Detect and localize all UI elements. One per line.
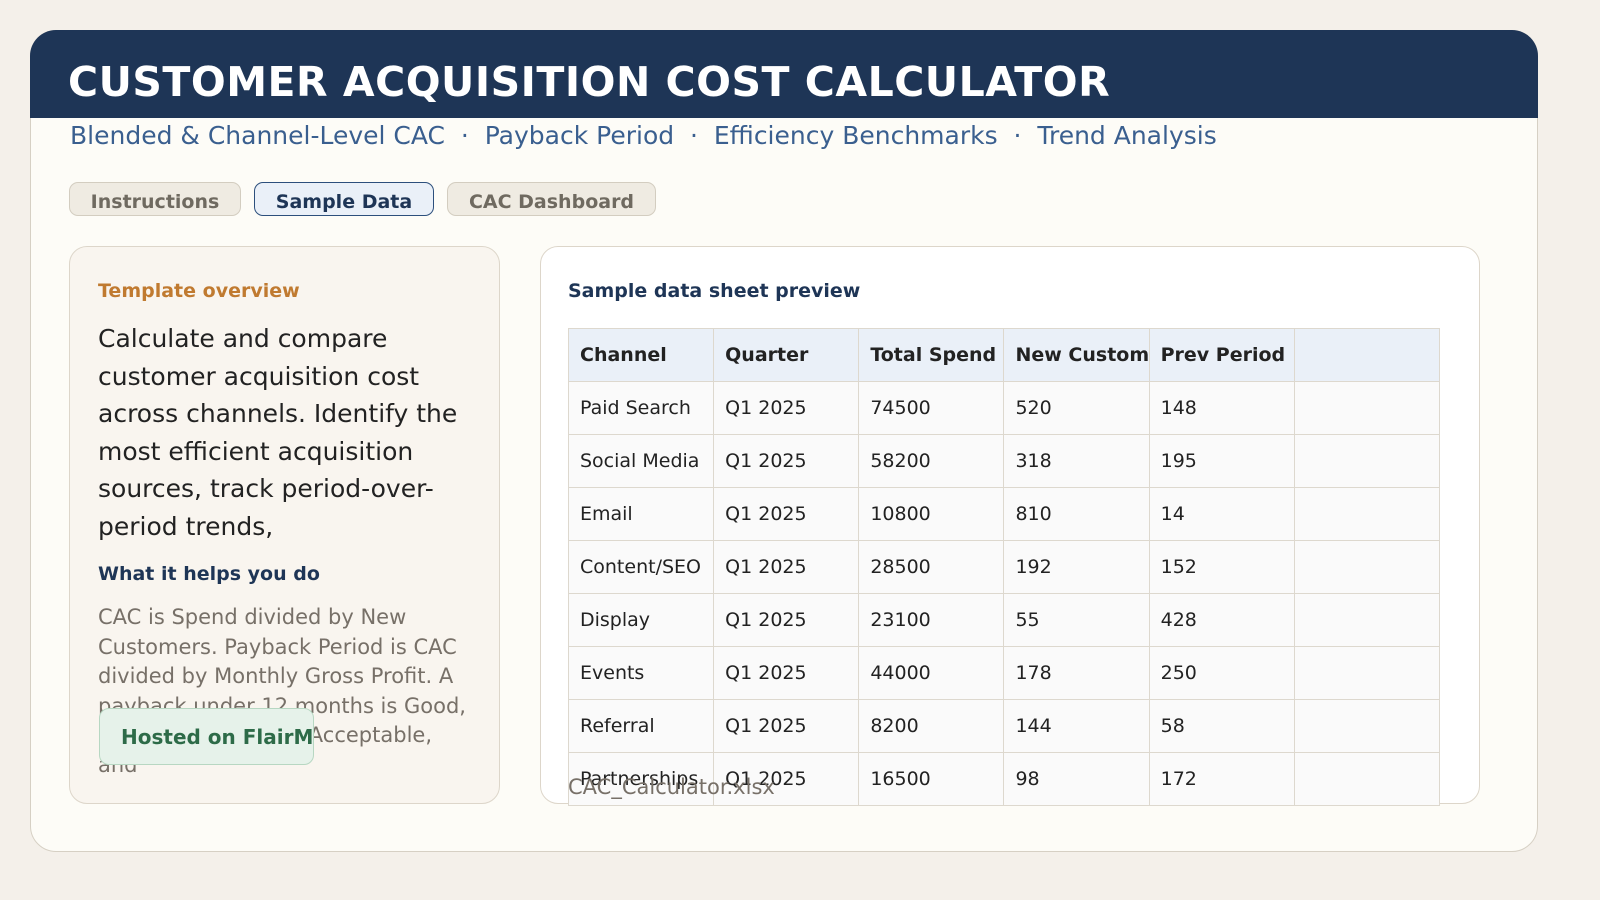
- table-cell: 10800: [858, 487, 1005, 541]
- table-row: Social Media Q1 2025 58200 318 195: [567, 434, 1441, 488]
- table-cell: 16500: [858, 752, 1005, 806]
- table-cell: 23100: [858, 593, 1005, 647]
- table-cell: Q1 2025: [713, 434, 860, 488]
- table-cell: 44000: [858, 646, 1005, 700]
- table-cell: Display: [567, 593, 715, 647]
- table-cell: 144: [1003, 699, 1150, 753]
- table-row: Paid Search Q1 2025 74500 520 148: [567, 381, 1441, 435]
- table-cell: Referral: [567, 699, 715, 753]
- table-cell: 58200: [858, 434, 1005, 488]
- tab[interactable]: Instructions: [69, 182, 241, 216]
- subtitle: Blended & Channel-Level CAC · Payback Pe…: [70, 121, 1217, 150]
- table-cell-empty: [1293, 434, 1441, 488]
- table-cell: Paid Search: [567, 381, 715, 435]
- table-cell-empty: [1293, 646, 1441, 700]
- table-cell: Q1 2025: [713, 593, 860, 647]
- column-header: Total Spend: [858, 328, 1005, 382]
- overview-subheading: What it helps you do: [98, 563, 320, 585]
- column-header: Quarter: [713, 328, 860, 382]
- tab-active[interactable]: Sample Data: [254, 182, 434, 216]
- table-cell: Email: [567, 487, 715, 541]
- table-cell: 8200: [858, 699, 1005, 753]
- column-header: New Customers: [1003, 328, 1150, 382]
- column-header: Prev Period: [1148, 328, 1295, 382]
- table-cell-empty: [1293, 540, 1441, 594]
- table-row: Partnerships Q1 2025 16500 98 172: [567, 752, 1441, 806]
- table-cell-empty: [1293, 699, 1441, 753]
- overview-text: Calculate and compare customer acquisiti…: [98, 324, 458, 541]
- table-cell: 172: [1148, 752, 1295, 806]
- table-cell: 74500: [858, 381, 1005, 435]
- table-row: Content/SEO Q1 2025 28500 192 152: [567, 540, 1441, 594]
- table-cell: 250: [1148, 646, 1295, 700]
- table-cell: 195: [1148, 434, 1295, 488]
- table-cell: 192: [1003, 540, 1150, 594]
- column-header: Channel: [567, 328, 715, 382]
- table-cell: Q1 2025: [713, 646, 860, 700]
- table-cell: 520: [1003, 381, 1150, 435]
- table-cell-empty: [1293, 381, 1441, 435]
- table-cell-empty: [1293, 752, 1441, 806]
- table-cell: 318: [1003, 434, 1150, 488]
- table-cell: 148: [1148, 381, 1295, 435]
- table-cell: 98: [1003, 752, 1150, 806]
- table-cell: 14: [1148, 487, 1295, 541]
- table-cell: Q1 2025: [713, 381, 860, 435]
- table-cell-empty: [1293, 593, 1441, 647]
- table-row: Display Q1 2025 23100 55 428: [567, 593, 1441, 647]
- table-row: Email Q1 2025 10800 810 14: [567, 487, 1441, 541]
- table-cell: 58: [1148, 699, 1295, 753]
- table-cell: Q1 2025: [713, 752, 860, 806]
- table-cell: Q1 2025: [713, 487, 860, 541]
- column-header-empty: [1293, 328, 1441, 382]
- preview-title: Sample data sheet preview: [568, 280, 861, 302]
- table-cell: Content/SEO: [567, 540, 715, 594]
- table-row: Referral Q1 2025 8200 144 58: [567, 699, 1441, 753]
- overview-label: Template overview: [98, 280, 300, 302]
- header-bar: [30, 30, 1538, 118]
- table-row: Events Q1 2025 44000 178 250: [567, 646, 1441, 700]
- table-cell-empty: [1293, 487, 1441, 541]
- table-cell: 55: [1003, 593, 1150, 647]
- title: CUSTOMER ACQUISITION COST CALCULATOR: [68, 58, 1111, 106]
- table-cell: 428: [1148, 593, 1295, 647]
- table-cell: Partnerships: [567, 752, 715, 806]
- table-cell: Social Media: [567, 434, 715, 488]
- table-cell: Q1 2025: [713, 540, 860, 594]
- filename: CAC_Calculator.xlsx: [568, 775, 775, 799]
- table-cell: 810: [1003, 487, 1150, 541]
- table-cell: 152: [1148, 540, 1295, 594]
- table-cell: 178: [1003, 646, 1150, 700]
- hosted-badge[interactable]: Hosted on FlairML: [99, 708, 314, 765]
- table-cell: Q1 2025: [713, 699, 860, 753]
- table-cell: 28500: [858, 540, 1005, 594]
- table-cell: Events: [567, 646, 715, 700]
- tab[interactable]: CAC Dashboard: [447, 182, 656, 216]
